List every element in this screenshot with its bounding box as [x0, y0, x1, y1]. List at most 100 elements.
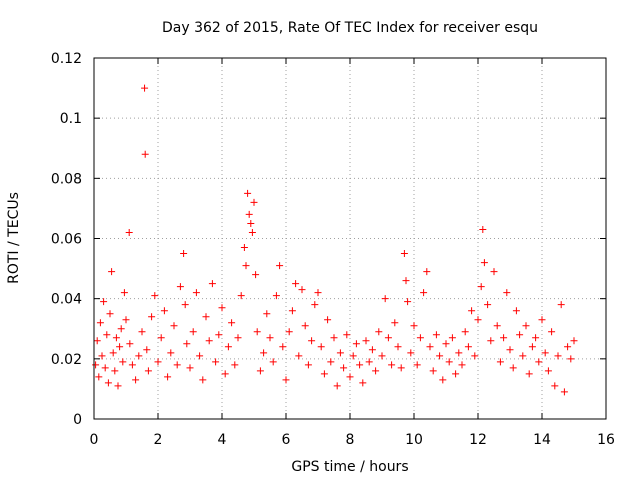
data-point [144, 367, 152, 375]
data-point [471, 352, 479, 360]
data-point [500, 334, 508, 342]
data-point [247, 219, 255, 227]
x-tick-label: 8 [346, 432, 355, 448]
data-point [180, 250, 188, 258]
data-point [544, 367, 552, 375]
data-point [164, 373, 172, 381]
data-point [429, 367, 437, 375]
data-point [122, 316, 130, 324]
x-tick-label: 10 [405, 432, 423, 448]
data-point [528, 343, 536, 351]
data-point [474, 316, 482, 324]
data-point [455, 349, 463, 357]
y-tick-label: 0.02 [51, 352, 82, 368]
data-point [173, 361, 181, 369]
data-point [292, 280, 300, 288]
data-point [388, 361, 396, 369]
y-tick-label: 0.1 [60, 111, 82, 127]
x-tick-label: 16 [597, 432, 615, 448]
data-point [496, 358, 504, 366]
data-point [375, 328, 383, 336]
data-point [493, 322, 501, 330]
data-point [535, 358, 543, 366]
data-point [490, 268, 498, 276]
data-point [92, 361, 100, 369]
data-point [324, 316, 332, 324]
data-point [215, 331, 223, 339]
data-point [240, 244, 248, 252]
data-point [108, 268, 116, 276]
data-point [266, 334, 274, 342]
data-point [285, 328, 293, 336]
x-axis-label: GPS time / hours [291, 459, 408, 475]
data-point [311, 301, 319, 309]
data-point [101, 364, 109, 372]
data-point [304, 361, 312, 369]
data-point [503, 289, 511, 297]
data-point [554, 352, 562, 360]
data-point [365, 358, 373, 366]
data-point [410, 322, 418, 330]
data-point [151, 292, 159, 300]
data-point [397, 364, 405, 372]
y-tick-label: 0.06 [51, 232, 82, 248]
data-point [442, 340, 450, 348]
data-point [298, 286, 306, 294]
data-point [114, 382, 122, 390]
data-point [132, 376, 140, 384]
data-point [242, 262, 250, 270]
data-point [359, 379, 367, 387]
data-point [320, 370, 328, 378]
x-tick-label: 4 [218, 432, 227, 448]
data-point [458, 361, 466, 369]
data-point [484, 301, 492, 309]
data-points [92, 84, 578, 396]
data-point [231, 361, 239, 369]
data-point [282, 376, 290, 384]
data-point [378, 352, 386, 360]
axis-ticks [93, 57, 607, 420]
data-point [506, 346, 514, 354]
grid-layer [94, 58, 606, 419]
data-point [538, 316, 546, 324]
data-point [487, 337, 495, 345]
data-point [548, 328, 556, 336]
data-point [384, 334, 392, 342]
data-point [314, 289, 322, 297]
data-point [468, 307, 476, 315]
data-point [109, 349, 117, 357]
data-point [157, 334, 165, 342]
data-point [93, 337, 101, 345]
data-point [186, 364, 194, 372]
data-point [477, 283, 485, 291]
x-tick-label: 6 [282, 432, 291, 448]
data-point [519, 352, 527, 360]
data-point [288, 307, 296, 315]
y-axis-label: ROTI / TECUs [6, 192, 22, 284]
data-point [189, 328, 197, 336]
data-point [570, 337, 578, 345]
data-point [452, 370, 460, 378]
data-point [143, 346, 151, 354]
data-point [448, 334, 456, 342]
data-point [141, 150, 149, 158]
data-point [176, 283, 184, 291]
data-point [560, 388, 568, 396]
data-point [426, 343, 434, 351]
data-point [160, 307, 168, 315]
data-point [100, 298, 108, 306]
data-point [111, 367, 119, 375]
data-point [263, 310, 271, 318]
data-point [128, 361, 136, 369]
data-point [464, 343, 472, 351]
data-point [183, 340, 191, 348]
y-tick-label: 0 [73, 412, 82, 428]
data-point [461, 328, 469, 336]
data-point [368, 346, 376, 354]
data-point [192, 289, 200, 297]
y-tick-labels: 0 0.02 0.04 0.06 0.08 0.1 0.12 [51, 51, 82, 428]
data-point [532, 334, 540, 342]
data-point [509, 364, 517, 372]
data-point [116, 343, 124, 351]
data-point [245, 210, 253, 218]
